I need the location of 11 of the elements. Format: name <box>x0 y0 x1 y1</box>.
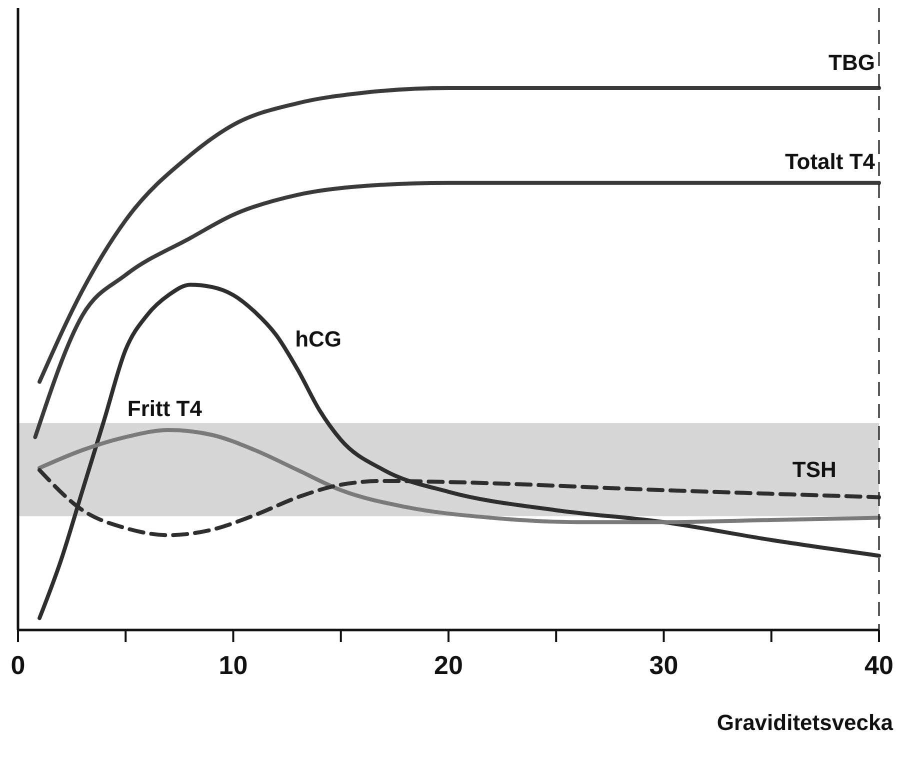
series-label: TBG <box>828 50 875 75</box>
series-label: Totalt T4 <box>784 148 876 174</box>
x-tick-label: 20 <box>434 650 463 680</box>
x-tick-label: 40 <box>864 650 894 680</box>
x-axis-title: Graviditetsvecka <box>716 710 894 735</box>
series-label: Fritt T4 <box>127 396 203 421</box>
series-label: hCG <box>295 326 342 352</box>
x-tick-label: 10 <box>218 650 248 680</box>
x-tick-label: 30 <box>649 650 678 680</box>
series-label: TSH <box>792 457 836 482</box>
x-tick-label: 0 <box>10 650 26 680</box>
